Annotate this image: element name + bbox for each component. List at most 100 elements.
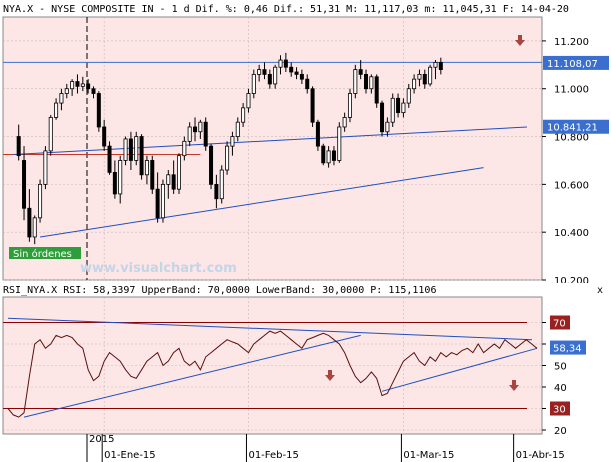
status-badge-label: Sin órdenes (13, 248, 72, 260)
candle-body (198, 121, 203, 133)
rsi-series (7, 330, 538, 418)
candle (257, 64, 262, 82)
candle (321, 143, 326, 166)
candle-body (337, 126, 342, 161)
candle (75, 74, 80, 94)
candle (160, 179, 165, 223)
candle-body (144, 160, 149, 176)
candle-body (134, 136, 139, 161)
candle-body (380, 102, 385, 133)
candle (54, 98, 59, 120)
candle (390, 93, 395, 127)
candle (337, 122, 342, 163)
candle (353, 64, 358, 99)
candle (96, 91, 101, 132)
candle-body (347, 93, 352, 118)
candle-body (59, 93, 64, 104)
rsi-chart-title: RSI_NYA.X RSI: 58,3397 UpperBand: 70,000… (3, 285, 436, 296)
candle-body (38, 183, 43, 219)
price-tick-label: 11.000 (554, 85, 589, 96)
candle-body (225, 145, 230, 171)
candle-body (176, 155, 181, 190)
candle (380, 100, 385, 137)
candle (198, 119, 203, 139)
candle (374, 74, 379, 108)
candle-body (182, 140, 187, 157)
candle-body (187, 126, 192, 142)
candle (294, 67, 299, 80)
rsi-value-badges: 70 30 58,34 (550, 315, 586, 416)
candle (428, 64, 433, 87)
candle (144, 155, 149, 185)
price-tick-label: 10.800 (554, 133, 589, 144)
arrow-shaft (512, 380, 516, 385)
down-arrow-icon (515, 35, 525, 46)
candle (342, 112, 347, 132)
down-arrow-icon (509, 380, 519, 391)
candle (241, 103, 246, 127)
candle-body (278, 59, 283, 68)
candle-body (193, 126, 198, 133)
candle (396, 93, 401, 118)
candle-body (219, 169, 224, 200)
candle-body (257, 69, 262, 75)
support-trend-line (39, 167, 484, 238)
price-plot-area (2, 16, 543, 281)
candle (27, 189, 32, 242)
candle (32, 215, 37, 245)
price-label-text: 10.841,21 (547, 123, 598, 134)
rsi-close-icon[interactable]: x (597, 285, 603, 296)
candle-body (428, 66, 433, 85)
candle-body (54, 102, 59, 118)
candle (176, 153, 181, 194)
candle (128, 131, 133, 171)
candle (358, 60, 363, 80)
rsi-bands (3, 322, 527, 409)
candle (315, 119, 320, 151)
candle (16, 124, 21, 161)
candle-body (107, 145, 112, 173)
candle (278, 55, 283, 75)
candle-body (331, 150, 336, 161)
price-y-axis: 11.200 11.000 10.800 10.600 10.400 10.200 (542, 37, 589, 287)
candle (150, 155, 155, 194)
rsi-band-badge (550, 315, 570, 330)
candle (187, 122, 192, 147)
candle (155, 172, 160, 223)
candle-body (364, 73, 369, 90)
candle (401, 98, 406, 118)
candle-body (374, 76, 379, 104)
candle (38, 179, 43, 223)
rsi-band-badge-text: 30 (553, 405, 566, 416)
date-label: 01-Feb-15 (248, 450, 298, 461)
down-arrow-icon (325, 370, 335, 381)
price-label-badge (543, 55, 609, 70)
middle-trend-line (13, 126, 528, 155)
candle-body (32, 217, 37, 238)
candle-body (209, 145, 214, 185)
price-chart-title: NYA.X - NYSE COMPOSITE IN - 1 d Dif. %: … (3, 4, 569, 15)
candle-body (118, 160, 123, 195)
candle (225, 141, 230, 175)
candle (235, 117, 240, 142)
price-value-badges: 11.108,07 10.841,21 (543, 55, 609, 134)
candle-body (128, 138, 133, 161)
candle-body (27, 207, 32, 238)
candle-body (16, 136, 21, 157)
arrow-head (515, 40, 525, 46)
candle-body (251, 73, 256, 94)
candle (91, 86, 96, 99)
candle-body (64, 88, 69, 94)
price-trend-lines (3, 61, 542, 238)
candle-body (273, 66, 278, 85)
candle-body (342, 117, 347, 128)
candle (214, 174, 219, 209)
price-candles (16, 52, 443, 245)
candle (273, 64, 278, 89)
candle-body (235, 121, 240, 137)
price-date-separators (86, 17, 404, 280)
rsi-band-badge-text: 70 (553, 319, 566, 330)
arrow-head (509, 385, 519, 391)
price-grid (3, 40, 542, 281)
candle (22, 146, 27, 221)
